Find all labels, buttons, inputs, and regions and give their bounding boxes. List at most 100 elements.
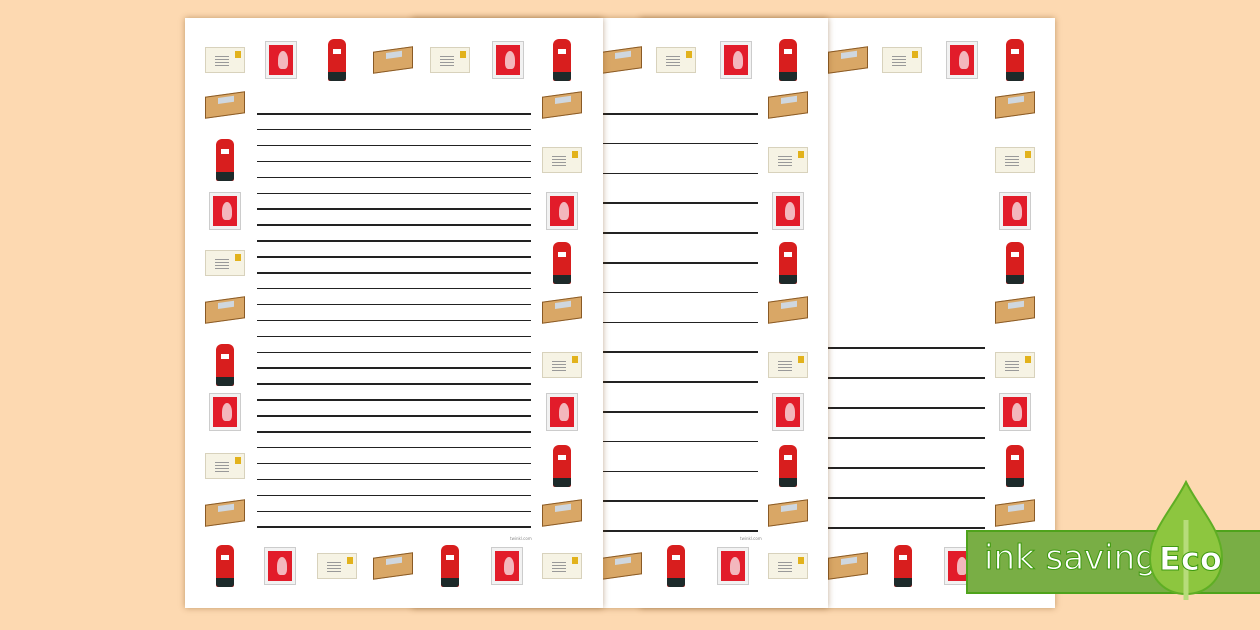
envelope-icon: [542, 553, 582, 579]
stamp-icon: [717, 547, 749, 585]
writing-line: [257, 256, 531, 258]
writing-line: [257, 383, 531, 385]
writing-line: [603, 172, 758, 175]
writing-line: [257, 160, 531, 163]
writing-line: [257, 113, 531, 115]
writing-line: [603, 142, 758, 145]
writing-line: [257, 462, 531, 465]
stamp-icon: [772, 192, 804, 230]
postbox-icon: [779, 445, 797, 487]
writing-line: [257, 272, 531, 274]
writing-line: [828, 347, 985, 349]
envelope-icon: [656, 47, 696, 73]
stamp-icon: [946, 41, 978, 79]
writing-line: [603, 202, 758, 204]
parcel-icon: [768, 91, 808, 119]
writing-line: [257, 415, 531, 417]
writing-line: [257, 494, 531, 497]
page-preview-1: twinkl.com: [185, 18, 603, 608]
parcel-icon: [768, 296, 808, 324]
envelope-icon: [995, 147, 1035, 173]
stamp-icon: [546, 393, 578, 431]
writing-line: [603, 232, 758, 234]
postbox-icon: [894, 545, 912, 587]
writing-line: [828, 527, 985, 529]
parcel-icon: [995, 91, 1035, 119]
writing-line: [257, 240, 531, 242]
parcel-icon: [542, 296, 582, 324]
writing-line: [603, 351, 758, 353]
stamp-icon: [209, 192, 241, 230]
leaf-drop-icon: [1148, 480, 1224, 600]
stamp-icon: [720, 41, 752, 79]
writing-line: [257, 399, 531, 401]
writing-line: [828, 497, 985, 499]
writing-line: [257, 303, 531, 306]
parcel-icon: [602, 46, 642, 74]
parcel-icon: [373, 552, 413, 580]
writing-line: [257, 446, 531, 449]
writing-line: [603, 440, 758, 443]
envelope-icon: [768, 352, 808, 378]
stamp-icon: [999, 192, 1031, 230]
postbox-icon: [553, 445, 571, 487]
postbox-icon: [553, 39, 571, 81]
envelope-icon: [205, 250, 245, 276]
postbox-icon: [553, 242, 571, 284]
envelope-icon: [205, 453, 245, 479]
stamp-icon: [492, 41, 524, 79]
parcel-icon: [205, 499, 245, 527]
writing-line: [257, 176, 531, 179]
postbox-icon: [216, 545, 234, 587]
writing-line: [828, 407, 985, 409]
writing-line: [603, 381, 758, 383]
writing-line: [257, 192, 531, 194]
stamp-icon: [772, 393, 804, 431]
postbox-icon: [1006, 39, 1024, 81]
writing-line: [257, 128, 531, 131]
postbox-icon: [667, 545, 685, 587]
parcel-icon: [768, 499, 808, 527]
writing-line: [257, 287, 531, 290]
parcel-icon: [205, 91, 245, 119]
parcel-icon: [602, 552, 642, 580]
writing-line: [828, 377, 985, 379]
envelope-icon: [542, 352, 582, 378]
postbox-icon: [1006, 242, 1024, 284]
postbox-icon: [1006, 445, 1024, 487]
postbox-icon: [779, 39, 797, 81]
postbox-icon: [328, 39, 346, 81]
writing-line: [603, 470, 758, 473]
writing-line: [828, 437, 985, 439]
stamp-icon: [264, 547, 296, 585]
parcel-icon: [373, 46, 413, 74]
writing-line: [257, 208, 531, 210]
parcel-icon: [995, 499, 1035, 527]
writing-line: [257, 319, 531, 322]
stamp-icon: [209, 393, 241, 431]
envelope-icon: [768, 553, 808, 579]
parcel-icon: [542, 91, 582, 119]
stamp-icon: [546, 192, 578, 230]
writing-line: [257, 144, 531, 147]
writing-line: [257, 224, 531, 226]
writing-line: [257, 431, 531, 433]
writing-line: [257, 351, 531, 353]
writing-line: [603, 291, 758, 294]
postbox-icon: [216, 344, 234, 386]
writing-line: [257, 335, 531, 338]
postbox-icon: [779, 242, 797, 284]
writing-line: [603, 113, 758, 115]
parcel-icon: [995, 296, 1035, 324]
parcel-icon: [828, 552, 868, 580]
writing-line: [257, 478, 531, 481]
writing-line: [603, 411, 758, 413]
footer-url: twinkl.com: [740, 536, 762, 541]
parcel-icon: [828, 46, 868, 74]
stamp-icon: [491, 547, 523, 585]
envelope-icon: [882, 47, 922, 73]
postbox-icon: [216, 139, 234, 181]
parcel-icon: [205, 296, 245, 324]
envelope-icon: [430, 47, 470, 73]
footer-url: twinkl.com: [510, 536, 532, 541]
